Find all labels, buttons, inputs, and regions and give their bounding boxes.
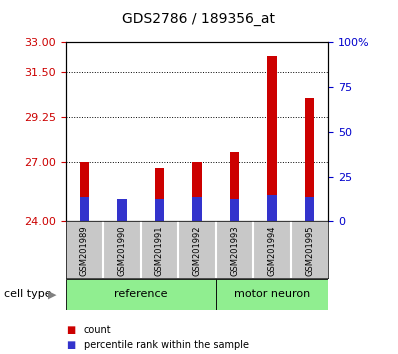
Text: GDS2786 / 189356_at: GDS2786 / 189356_at xyxy=(123,12,275,27)
Text: GSM201991: GSM201991 xyxy=(155,226,164,276)
Bar xyxy=(155,168,164,221)
Text: GSM201989: GSM201989 xyxy=(80,226,89,276)
Text: ▶: ▶ xyxy=(48,289,56,299)
Text: GSM201993: GSM201993 xyxy=(230,226,239,276)
Bar xyxy=(230,152,239,221)
Text: GSM201994: GSM201994 xyxy=(267,226,277,276)
Bar xyxy=(155,199,164,221)
Bar xyxy=(267,56,277,221)
Bar xyxy=(305,98,314,221)
Bar xyxy=(66,279,216,310)
Bar xyxy=(80,198,89,221)
Text: motor neuron: motor neuron xyxy=(234,289,310,299)
Bar xyxy=(80,162,89,221)
Bar xyxy=(192,162,202,221)
Text: percentile rank within the sample: percentile rank within the sample xyxy=(84,340,249,350)
Text: GSM201992: GSM201992 xyxy=(193,226,201,276)
Text: GSM201995: GSM201995 xyxy=(305,226,314,276)
Text: ■: ■ xyxy=(66,340,75,350)
Text: count: count xyxy=(84,325,111,335)
Bar xyxy=(192,198,202,221)
Bar xyxy=(305,198,314,221)
Text: reference: reference xyxy=(114,289,168,299)
Text: GSM201990: GSM201990 xyxy=(117,226,127,276)
Bar xyxy=(230,199,239,221)
Text: cell type: cell type xyxy=(4,289,52,299)
Bar xyxy=(216,279,328,310)
Bar xyxy=(117,205,127,221)
Text: ■: ■ xyxy=(66,325,75,335)
Bar xyxy=(267,195,277,221)
Bar xyxy=(117,199,127,221)
